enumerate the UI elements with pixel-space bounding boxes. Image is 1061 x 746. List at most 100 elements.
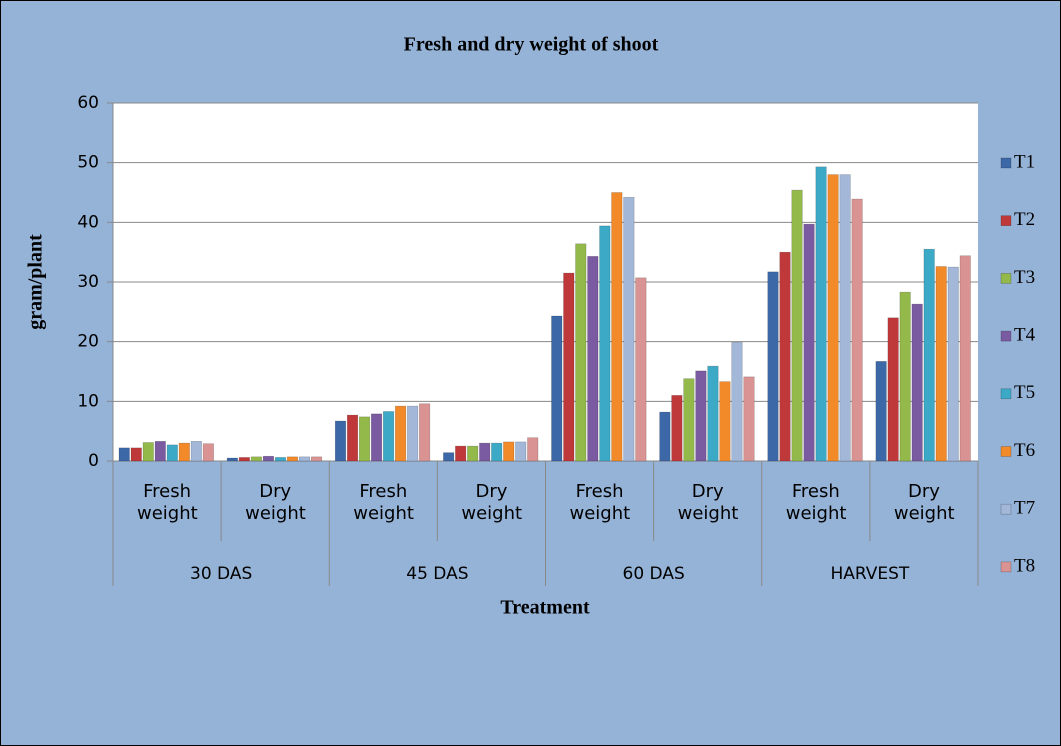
bar (455, 445, 467, 462)
x-tick-label: Dry weight (245, 481, 306, 524)
bar (803, 223, 815, 462)
legend-swatch (1000, 215, 1012, 226)
legend-swatch (1000, 273, 1012, 284)
x-tick-label: Dry weight (677, 481, 739, 524)
bar (851, 198, 863, 462)
x-axis-label: Treatment (500, 597, 590, 619)
bar (118, 447, 130, 462)
legend-swatch (1000, 330, 1012, 342)
bar (839, 174, 851, 462)
bar (587, 256, 599, 462)
x-tick-label: Fresh weight (785, 481, 847, 524)
legend-label: T3 (1014, 267, 1035, 288)
bar (551, 315, 563, 462)
bar (743, 376, 755, 462)
y-tick-label: 30 (77, 272, 99, 292)
y-tick-label: 40 (77, 212, 99, 232)
legend-swatch (1000, 157, 1012, 169)
bar (443, 452, 455, 462)
bar (298, 456, 311, 462)
legend-swatch (1000, 446, 1012, 457)
bar (395, 405, 407, 462)
group-label: 60 DAS (623, 564, 685, 584)
bar (515, 441, 527, 462)
legend-label: T7 (1014, 498, 1035, 519)
bar (310, 456, 323, 462)
bar (911, 303, 923, 462)
bar (563, 272, 575, 462)
y-tick-label: 50 (77, 153, 99, 173)
bar (202, 443, 214, 462)
legend-label: T2 (1014, 209, 1035, 230)
bar (527, 437, 539, 462)
bar (659, 411, 671, 462)
bar (611, 192, 623, 462)
bar (419, 403, 431, 462)
group-label: HARVEST (830, 564, 909, 584)
bar (719, 381, 731, 462)
bar (250, 456, 262, 462)
bar (815, 166, 827, 462)
bar (467, 445, 479, 462)
bar (154, 441, 166, 462)
legend-label: T6 (1014, 440, 1035, 461)
bar (731, 341, 743, 462)
bar (767, 271, 779, 462)
y-axis-label: gram/plant (25, 234, 47, 330)
x-tick-label: Dry weight (461, 481, 523, 524)
bar (178, 442, 190, 462)
bar (238, 457, 250, 462)
bar (479, 442, 491, 462)
bar (226, 457, 238, 462)
group-label: 30 DAS (190, 564, 252, 584)
legend-label: T4 (1014, 324, 1036, 345)
bar (262, 455, 274, 462)
legend-label: T1 (1014, 151, 1035, 172)
x-tick-label: Dry weight (893, 481, 955, 524)
legend-swatch (1000, 561, 1012, 573)
bar (274, 457, 287, 462)
chart-title: Fresh and dry weight of shoot (404, 34, 659, 56)
bar (695, 370, 707, 462)
bar (683, 378, 695, 462)
legend-label: T8 (1014, 555, 1035, 576)
bar (130, 447, 142, 462)
bar (887, 317, 899, 462)
bar (947, 266, 959, 462)
bar (671, 395, 683, 462)
x-tick-label: Fresh weight (137, 481, 198, 524)
y-tick-label: 10 (77, 391, 99, 411)
bar (491, 442, 503, 462)
bar (407, 405, 419, 462)
bar (142, 442, 154, 462)
bar (599, 225, 611, 462)
bar (959, 255, 971, 462)
y-tick-label: 0 (88, 451, 99, 471)
bar (623, 196, 635, 462)
bar (286, 456, 299, 462)
bar (923, 248, 935, 462)
bar (827, 174, 839, 462)
bar (358, 416, 371, 462)
bar (334, 420, 347, 462)
y-tick-label: 20 (77, 332, 99, 352)
bar (575, 243, 587, 462)
bar (779, 251, 791, 462)
group-label: 45 DAS (406, 564, 468, 584)
bar (635, 277, 647, 462)
bar (935, 266, 947, 462)
bar (370, 413, 383, 462)
legend-label: T5 (1014, 382, 1035, 403)
bar (190, 441, 202, 462)
bar (899, 291, 911, 462)
bar (875, 361, 887, 462)
y-tick-label: 60 (77, 93, 99, 113)
x-tick-label: Fresh weight (353, 481, 414, 524)
legend-swatch (1000, 503, 1012, 515)
bar (707, 365, 719, 462)
bar (166, 444, 178, 462)
bar (791, 189, 803, 462)
x-tick-label: Fresh weight (569, 481, 631, 524)
